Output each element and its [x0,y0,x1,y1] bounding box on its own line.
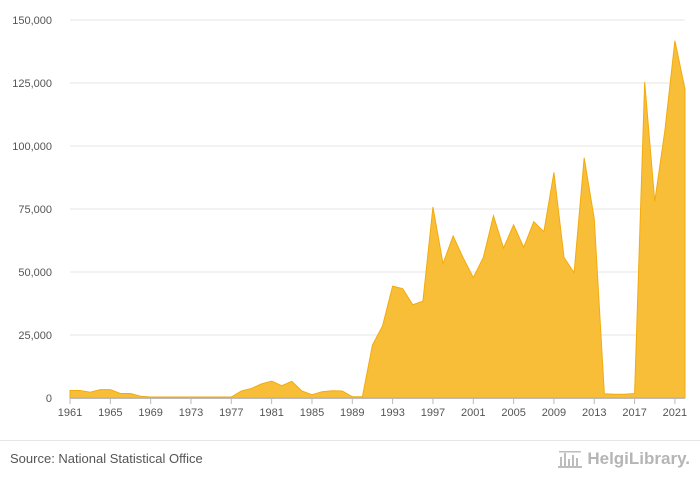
brand-logo-link[interactable]: HelgiLibrary. [557,449,690,469]
x-tick-label: 1985 [300,407,324,419]
library-building-icon [557,449,583,469]
x-tick-label: 1969 [138,407,162,419]
x-tick-label: 2017 [622,407,646,419]
brand-name: HelgiLibrary. [587,449,690,468]
x-tick-label: 2013 [582,407,606,419]
x-tick-label: 1981 [259,407,283,419]
source-note: Source: National Statistical Office [10,451,203,466]
x-tick-label: 1961 [58,407,82,419]
x-tick-label: 2001 [461,407,485,419]
y-tick-label: 100,000 [12,141,52,153]
x-tick-label: 2009 [542,407,566,419]
area-chart: 0 25,000 50,000 75,000 100,000 125,000 150,000… [12,15,687,419]
series-area-fill [69,40,686,399]
y-tick-label: 25,000 [18,330,52,342]
x-tick-label: 2021 [663,407,687,419]
x-tick-label: 1997 [421,407,445,419]
x-tick-label: 1965 [98,407,122,419]
axes: 0 25,000 50,000 75,000 100,000 125,000 150,000… [12,15,687,419]
y-tick-label: 125,000 [12,78,52,90]
x-tick-label: 1993 [380,407,404,419]
y-tick-label: 75,000 [18,204,52,216]
x-tick-label: 2005 [501,407,525,419]
chart-footer: Source: National Statistical Office Helg… [0,440,700,484]
chart-area: 0 25,000 50,000 75,000 100,000 125,000 150,000… [12,15,687,419]
x-tick-label: 1973 [179,407,203,419]
series-area [69,40,686,399]
y-tick-label: 0 [46,393,52,405]
x-tick-label: 1977 [219,407,243,419]
y-tick-label: 50,000 [18,267,52,279]
y-tick-label: 150,000 [12,15,52,27]
x-tick-label: 1989 [340,407,364,419]
